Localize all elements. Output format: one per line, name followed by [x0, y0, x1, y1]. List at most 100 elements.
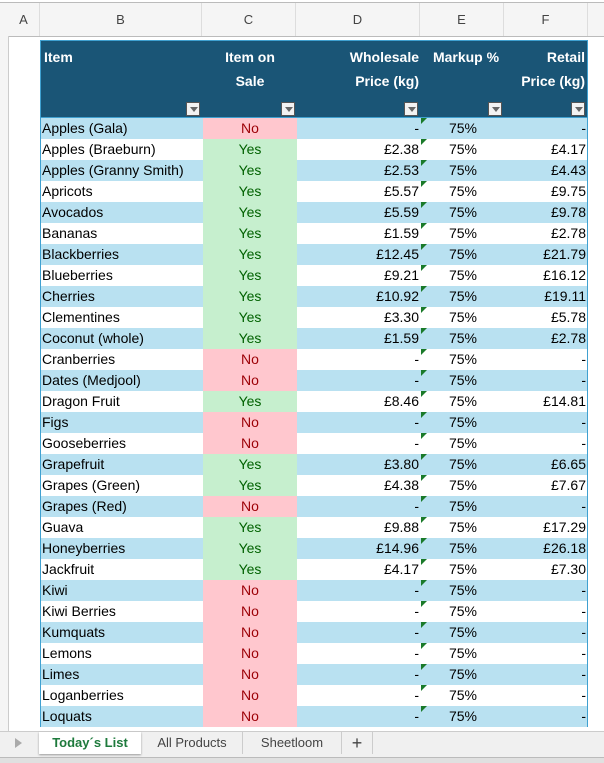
cell-on-sale[interactable]: No	[203, 664, 297, 685]
cell-markup[interactable]: 75%	[448, 267, 478, 283]
cell-retail-price[interactable]: £7.30	[550, 561, 586, 577]
add-sheet-button[interactable]: +	[342, 732, 373, 754]
cell-on-sale[interactable]: No	[203, 370, 297, 391]
filter-dropdown-icon[interactable]	[488, 102, 502, 116]
cell-retail-price[interactable]: £2.78	[550, 330, 586, 346]
cell-markup[interactable]: 75%	[448, 330, 478, 346]
cell-item[interactable]: Dragon Fruit	[42, 393, 120, 409]
cell-wholesale-price[interactable]: £4.17	[383, 561, 419, 577]
cell-on-sale[interactable]: Yes	[203, 139, 297, 160]
cell-markup[interactable]: 75%	[448, 456, 478, 472]
cell-item[interactable]: Apples (Braeburn)	[42, 141, 156, 157]
scroll-tabs-icon[interactable]	[15, 738, 22, 748]
cell-retail-price[interactable]: £5.78	[550, 309, 586, 325]
cell-wholesale-price[interactable]: £9.21	[383, 267, 419, 283]
cell-markup[interactable]: 75%	[448, 561, 478, 577]
cell-retail-price[interactable]: £14.81	[543, 393, 586, 409]
cell-on-sale[interactable]: Yes	[203, 160, 297, 181]
cell-retail-price[interactable]: £26.18	[543, 540, 586, 556]
cell-retail-price[interactable]: £17.29	[543, 519, 586, 535]
cell-markup[interactable]: 75%	[448, 477, 478, 493]
cell-item[interactable]: Apricots	[42, 183, 93, 199]
tab-todays-list[interactable]: Today´s List	[39, 732, 141, 754]
cell-on-sale[interactable]: Yes	[203, 202, 297, 223]
cell-retail-price[interactable]: £7.67	[550, 477, 586, 493]
cell-markup[interactable]: 75%	[448, 645, 478, 661]
cell-on-sale[interactable]: Yes	[203, 391, 297, 412]
cell-on-sale[interactable]: Yes	[203, 559, 297, 580]
cell-wholesale-price[interactable]: -	[414, 435, 419, 451]
cell-markup[interactable]: 75%	[448, 351, 478, 367]
cell-on-sale[interactable]: No	[203, 622, 297, 643]
cell-item[interactable]: Honeyberries	[42, 540, 126, 556]
cell-retail-price[interactable]: -	[581, 645, 586, 661]
cell-on-sale[interactable]: No	[203, 580, 297, 601]
cell-retail-price[interactable]: -	[581, 414, 586, 430]
cell-retail-price[interactable]: £21.79	[543, 246, 586, 262]
cell-on-sale[interactable]: No	[203, 412, 297, 433]
cell-on-sale[interactable]: No	[203, 433, 297, 454]
cell-markup[interactable]: 75%	[448, 687, 478, 703]
cell-markup[interactable]: 75%	[448, 120, 478, 136]
cell-wholesale-price[interactable]: -	[414, 624, 419, 640]
cell-item[interactable]: Jackfruit	[42, 561, 95, 577]
cell-wholesale-price[interactable]: £9.88	[383, 519, 419, 535]
cell-item[interactable]: Coconut (whole)	[42, 330, 144, 346]
cell-item[interactable]: Bananas	[42, 225, 98, 241]
cell-item[interactable]: Dates (Medjool)	[42, 372, 141, 388]
cell-wholesale-price[interactable]: -	[414, 603, 419, 619]
column-header-c[interactable]: C	[202, 3, 296, 36]
cell-wholesale-price[interactable]: £10.92	[376, 288, 419, 304]
column-header-a[interactable]: A	[8, 3, 40, 36]
filter-dropdown-icon[interactable]	[281, 102, 295, 116]
cell-retail-price[interactable]: -	[581, 372, 586, 388]
cell-wholesale-price[interactable]: £1.59	[383, 330, 419, 346]
cell-item[interactable]: Avocados	[42, 204, 104, 220]
cell-item[interactable]: Grapefruit	[42, 456, 105, 472]
cell-wholesale-price[interactable]: -	[414, 687, 419, 703]
cell-on-sale[interactable]: Yes	[203, 286, 297, 307]
cell-on-sale[interactable]: Yes	[203, 328, 297, 349]
cell-on-sale[interactable]: Yes	[203, 538, 297, 559]
cell-wholesale-price[interactable]: £14.96	[376, 540, 419, 556]
cell-markup[interactable]: 75%	[448, 288, 478, 304]
cell-on-sale[interactable]: Yes	[203, 475, 297, 496]
cell-retail-price[interactable]: -	[581, 624, 586, 640]
cell-on-sale[interactable]: Yes	[203, 517, 297, 538]
cell-wholesale-price[interactable]: £1.59	[383, 225, 419, 241]
cell-retail-price[interactable]: £6.65	[550, 456, 586, 472]
cell-item[interactable]: Kiwi	[42, 582, 68, 598]
cell-markup[interactable]: 75%	[448, 582, 478, 598]
cell-item[interactable]: Cherries	[42, 288, 95, 304]
cell-item[interactable]: Lemons	[42, 645, 92, 661]
cell-retail-price[interactable]: -	[581, 708, 586, 724]
cell-item[interactable]: Cranberries	[42, 351, 116, 367]
filter-dropdown-icon[interactable]	[186, 102, 200, 116]
cell-wholesale-price[interactable]: -	[414, 414, 419, 430]
cell-wholesale-price[interactable]: £3.30	[383, 309, 419, 325]
cell-retail-price[interactable]: -	[581, 435, 586, 451]
tab-all-products[interactable]: All Products	[142, 732, 243, 754]
cell-wholesale-price[interactable]: -	[414, 372, 419, 388]
cell-retail-price[interactable]: -	[581, 582, 586, 598]
cell-on-sale[interactable]: Yes	[203, 223, 297, 244]
cell-item[interactable]: Gooseberries	[42, 435, 127, 451]
cell-on-sale[interactable]: No	[203, 118, 297, 139]
column-header-b[interactable]: B	[40, 3, 202, 36]
cell-on-sale[interactable]: No	[203, 643, 297, 664]
cell-markup[interactable]: 75%	[448, 414, 478, 430]
cell-wholesale-price[interactable]: -	[414, 708, 419, 724]
cell-item[interactable]: Figs	[42, 414, 69, 430]
cell-wholesale-price[interactable]: £12.45	[376, 246, 419, 262]
cell-wholesale-price[interactable]: £3.80	[383, 456, 419, 472]
cell-on-sale[interactable]: Yes	[203, 265, 297, 286]
cell-on-sale[interactable]: No	[203, 349, 297, 370]
cell-wholesale-price[interactable]: -	[414, 666, 419, 682]
cell-item[interactable]: Apples (Gala)	[42, 120, 128, 136]
cell-retail-price[interactable]: -	[581, 498, 586, 514]
cell-item[interactable]: Clementines	[42, 309, 120, 325]
cell-wholesale-price[interactable]: £8.46	[383, 393, 419, 409]
cell-retail-price[interactable]: £9.75	[550, 183, 586, 199]
cell-wholesale-price[interactable]: £4.38	[383, 477, 419, 493]
cell-wholesale-price[interactable]: -	[414, 120, 419, 136]
